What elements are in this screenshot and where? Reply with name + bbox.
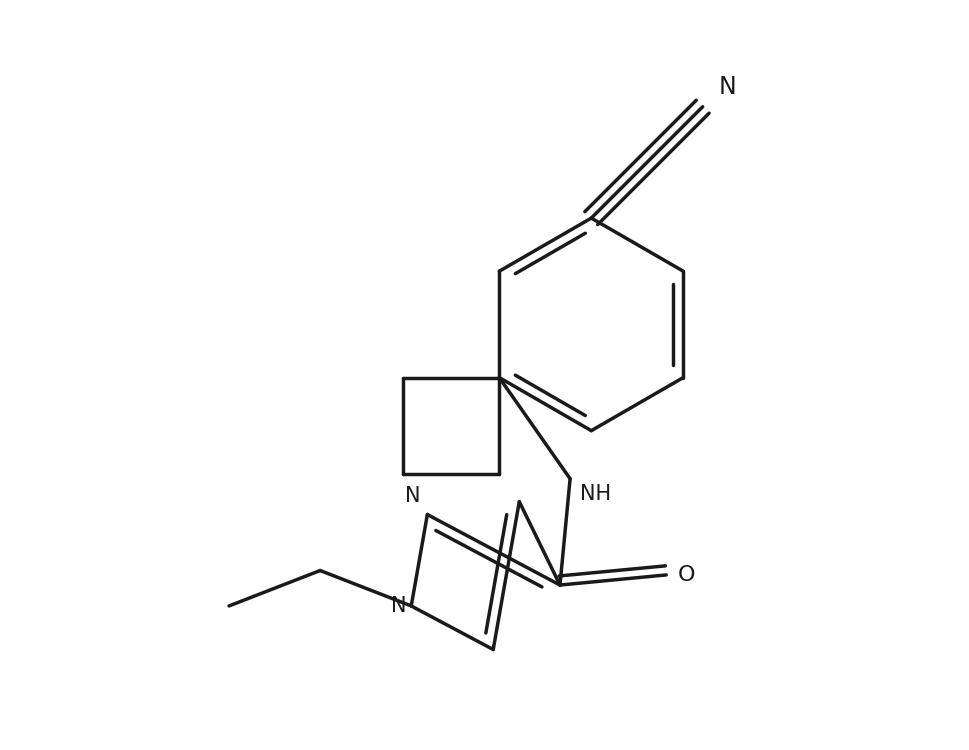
Text: N: N	[391, 596, 406, 616]
Text: N: N	[718, 74, 736, 98]
Text: NH: NH	[579, 484, 610, 504]
Text: O: O	[677, 565, 695, 585]
Text: N: N	[404, 487, 420, 506]
